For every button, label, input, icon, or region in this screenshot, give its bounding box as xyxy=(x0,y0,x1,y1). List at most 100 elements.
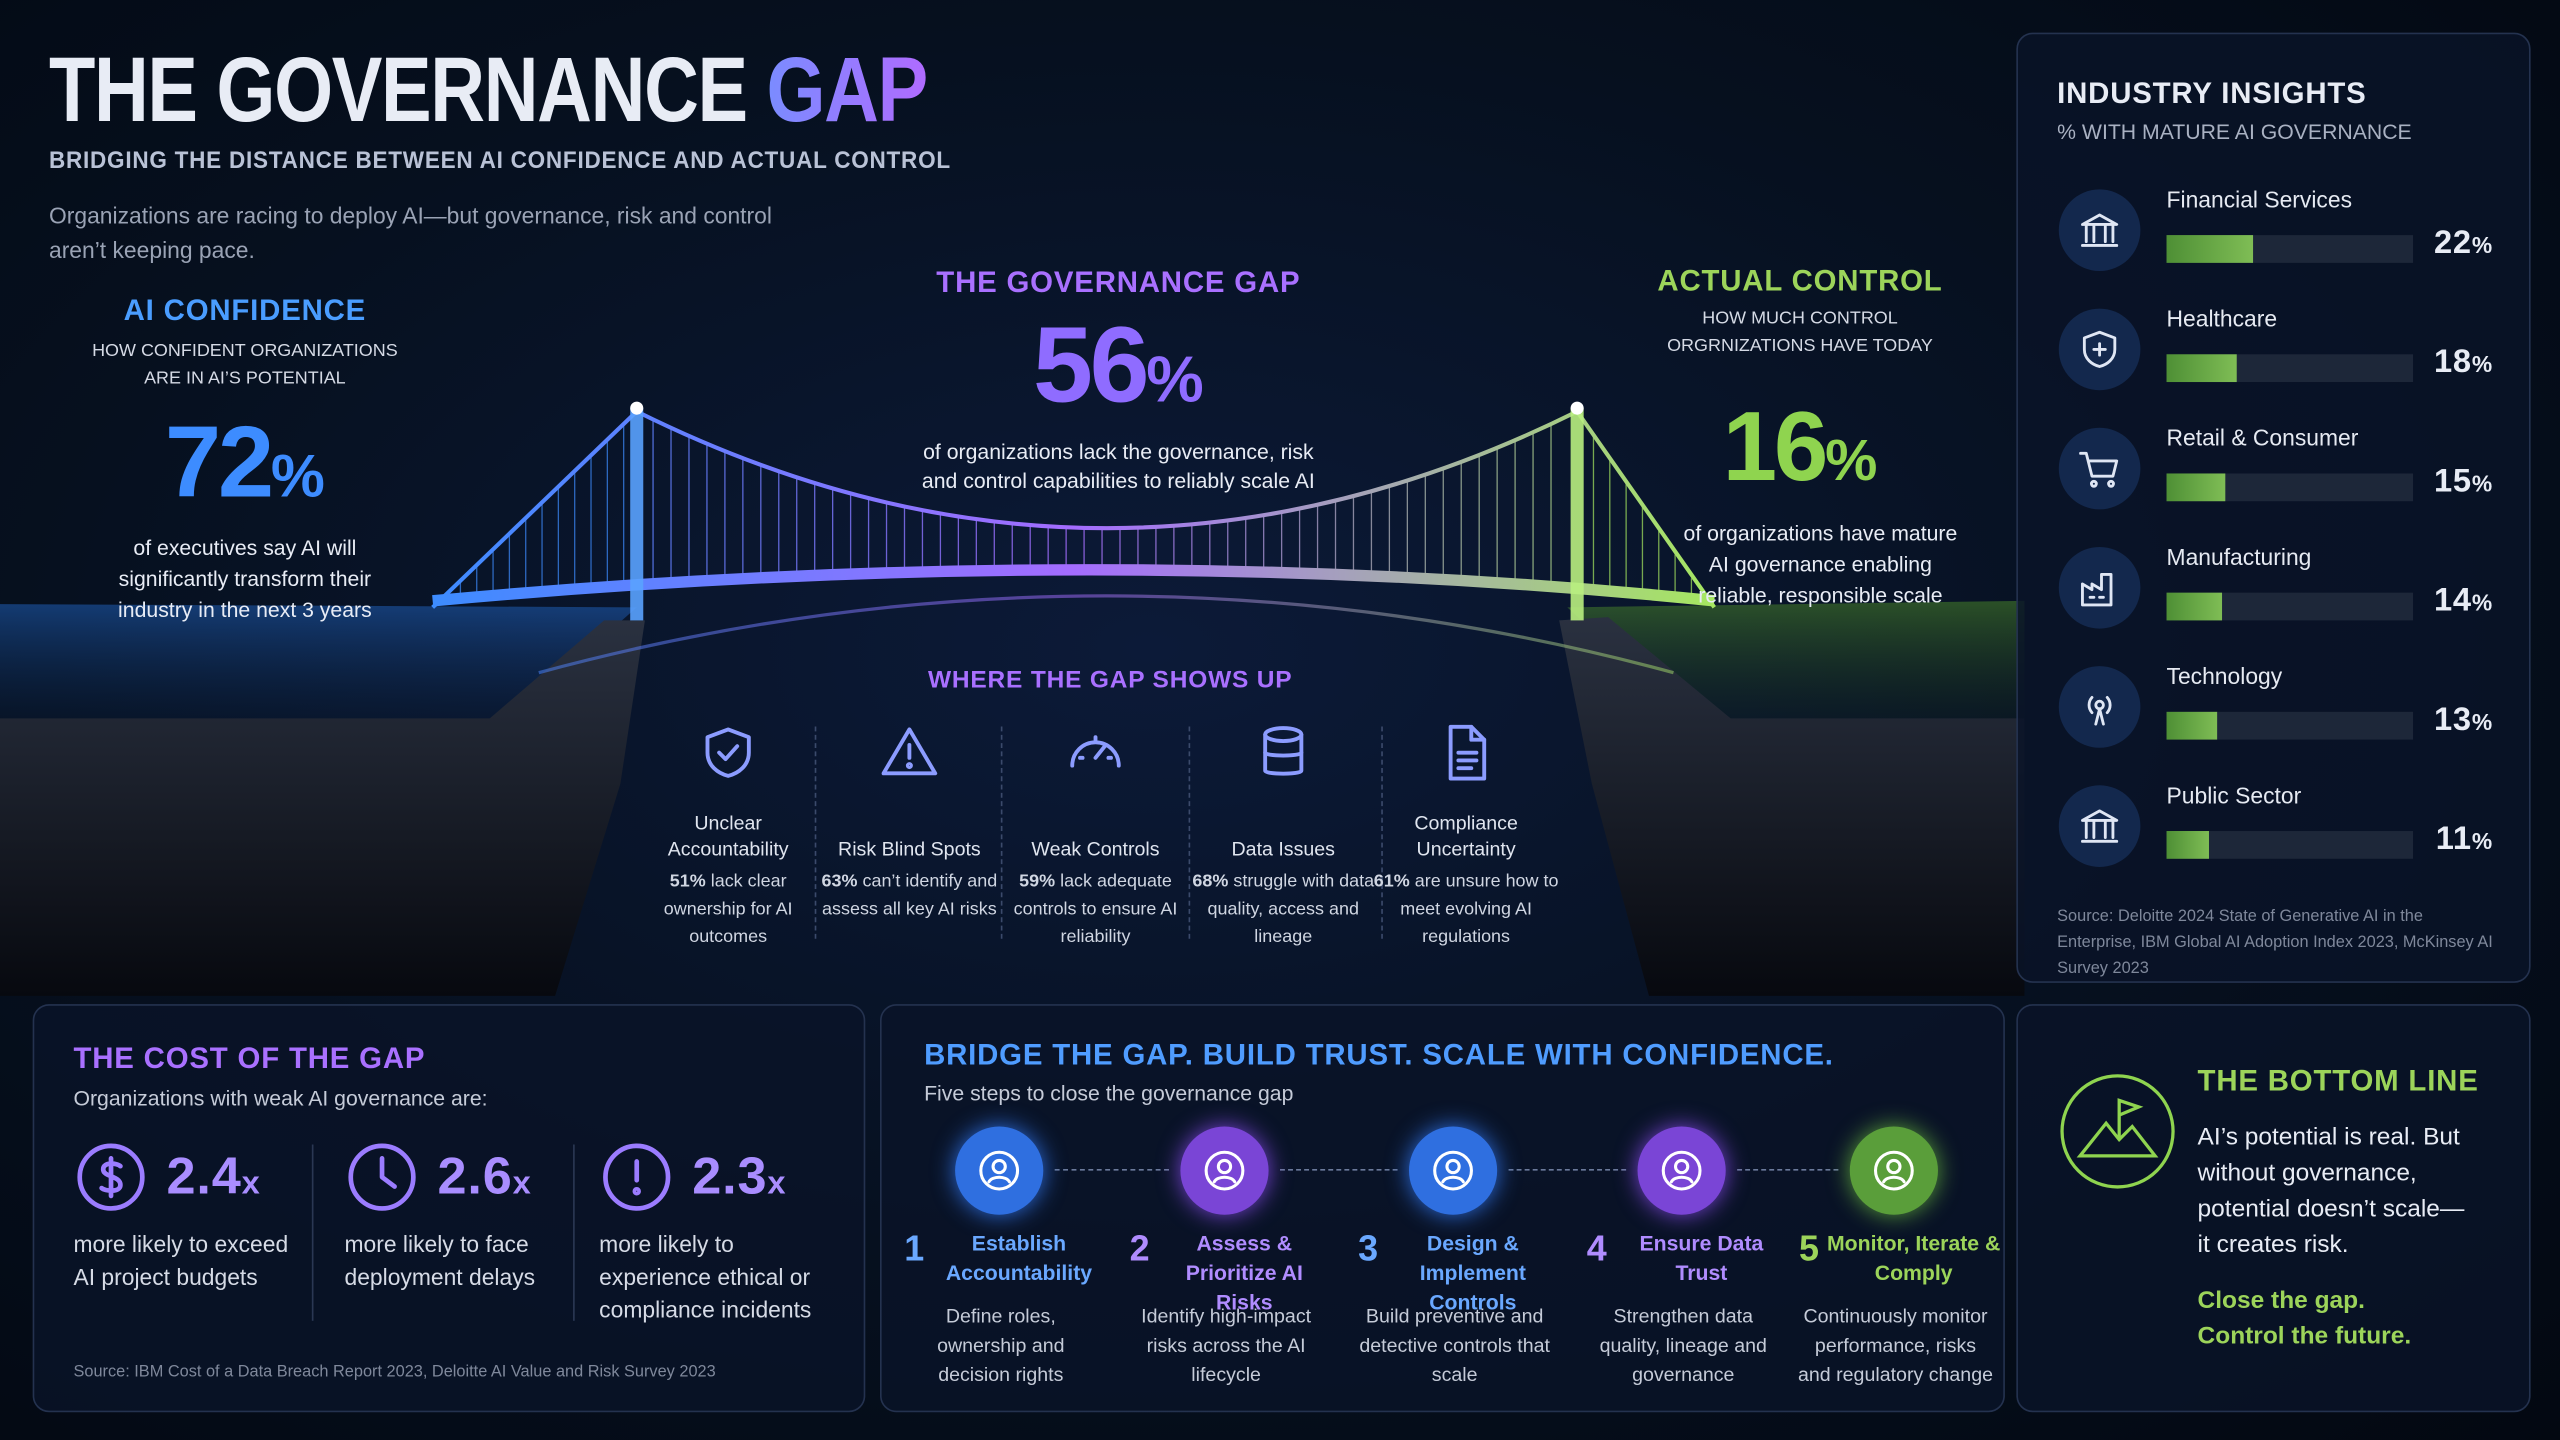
step-title: Ensure Data Trust xyxy=(1639,1231,1764,1285)
industry-value: 13% xyxy=(2426,702,2493,740)
industry-title: INDUSTRY INSIGHTS xyxy=(2057,76,2367,110)
industry-value: 11% xyxy=(2426,821,2493,859)
confidence-block: AI CONFIDENCE HOW CONFIDENT ORGANIZATION… xyxy=(82,294,409,625)
value-number: 13 xyxy=(2433,702,2472,738)
intro: Organizations are racing to deploy AI—bu… xyxy=(48,202,772,263)
industry-bar xyxy=(2166,354,2238,383)
stat-unit: % xyxy=(270,440,325,510)
step-text: Define roles, ownership and decision rig… xyxy=(937,1304,1065,1387)
cost-unit: x xyxy=(767,1165,787,1202)
industry-value: 15% xyxy=(2426,464,2493,502)
connector xyxy=(1280,1168,1398,1171)
step-icon xyxy=(1849,1126,1938,1215)
gap-stat-text: 68% struggle with data quality, access a… xyxy=(1189,869,1378,952)
control-subtitle: HOW MUCH CONTROL ORGRNIZATIONS HAVE TODA… xyxy=(1667,308,1933,356)
bottom-text: AI’s potential is real. But without gove… xyxy=(2197,1123,2465,1259)
gap-icon xyxy=(1371,722,1560,794)
arch xyxy=(538,594,1674,675)
tower-light xyxy=(1570,401,1584,415)
gap-icon xyxy=(1189,722,1378,794)
stat-number: 56 xyxy=(1032,303,1150,425)
industry-name: Technology xyxy=(2166,662,2283,689)
bottom-title: THE BOTTOM LINE xyxy=(2197,1064,2479,1098)
gap-text: lack clear ownership for AI outcomes xyxy=(663,871,793,947)
title-accent: GAP xyxy=(766,37,929,141)
cost-icon xyxy=(599,1140,674,1223)
value-number: 22 xyxy=(2433,225,2472,262)
connector xyxy=(1737,1168,1839,1171)
gap-text: are unsure how to meet evolving AI regul… xyxy=(1400,871,1559,947)
cost-subtitle: Organizations with weak AI governance ar… xyxy=(73,1085,488,1111)
gap-block: THE GOVERNANCE GAP 56% of organizations … xyxy=(914,266,1322,496)
gap-label: Data Issues xyxy=(1231,837,1335,861)
separator xyxy=(311,1144,314,1321)
step-heading: 5 Monitor, Iterate & Comply xyxy=(1796,1229,2005,1288)
gap-stat: 51% xyxy=(669,871,706,892)
separator xyxy=(814,726,817,939)
main-title: THE GOVERNANCE GAP xyxy=(49,36,929,142)
stat-number: 16 xyxy=(1722,391,1829,502)
bridge xyxy=(431,401,1716,675)
cost-stat: 2.6x xyxy=(438,1146,532,1206)
gap-stat: 59% xyxy=(1019,871,1056,892)
industry-value: 18% xyxy=(2426,344,2493,382)
separator xyxy=(1381,726,1383,939)
mountain-icon xyxy=(2060,1074,2175,1189)
control-stat: 16% xyxy=(1633,393,1968,514)
industry-name: Public Sector xyxy=(2166,782,2302,809)
gap-text: struggle with data quality, access and l… xyxy=(1207,871,1375,947)
cost-title: THE COST OF THE GAP xyxy=(73,1041,426,1075)
industry-value: 14% xyxy=(2426,583,2493,621)
cost-stat: 2.3x xyxy=(692,1146,786,1206)
control-title: ACTUAL CONTROL xyxy=(1657,264,1943,298)
stat-unit: % xyxy=(1146,344,1204,417)
industry-icon xyxy=(2058,785,2141,867)
gap-title: THE GOVERNANCE GAP xyxy=(936,266,1301,299)
industry-icon xyxy=(2058,427,2141,510)
industry-bar xyxy=(2166,235,2253,263)
gap-stat-text: 61% are unsure how to meet evolving AI r… xyxy=(1371,869,1560,952)
gap-icon xyxy=(1001,722,1190,794)
gap-stat-text: 51% lack clear ownership for AI outcomes xyxy=(633,869,822,952)
confidence-title: AI CONFIDENCE xyxy=(123,293,367,327)
industry-bar xyxy=(2166,592,2222,621)
step-text: Identify high-impact risks across the AI… xyxy=(1141,1304,1312,1387)
gap-stat: 56% xyxy=(914,307,1322,438)
main-cable xyxy=(431,408,1716,609)
cost-stat: 2.4x xyxy=(167,1146,261,1206)
tower xyxy=(1570,408,1584,621)
industry-panel: INDUSTRY INSIGHTS % WITH MATURE AI GOVER… xyxy=(2016,32,2531,983)
step-heading: 4 Ensure Data Trust xyxy=(1584,1229,1793,1288)
value-unit: % xyxy=(2471,827,2494,854)
gap-label: Compliance Uncertainty xyxy=(1414,811,1518,861)
cost-icon xyxy=(344,1140,419,1223)
step-text: Strengthen data quality, lineage and gov… xyxy=(1599,1304,1767,1387)
step-number: 1 xyxy=(904,1227,925,1269)
step-number: 4 xyxy=(1586,1227,1607,1269)
step-text: Continuously monitor performance, risks … xyxy=(1798,1304,1993,1387)
gap-stat: 63% xyxy=(821,871,858,892)
steps-panel: BRIDGE THE GAP. BUILD TRUST. SCALE WITH … xyxy=(879,1004,2005,1413)
control-block: ACTUAL CONTROL HOW MUCH CONTROL ORGRNIZA… xyxy=(1633,264,1968,610)
step-number: 2 xyxy=(1129,1227,1150,1269)
industry-value: 22% xyxy=(2426,225,2493,263)
industry-icon xyxy=(2058,189,2141,272)
cost-panel: THE COST OF THE GAP Organizations with w… xyxy=(32,1004,866,1413)
connector xyxy=(1508,1168,1627,1171)
step-icon xyxy=(955,1126,1044,1215)
separator xyxy=(1188,726,1191,939)
step-heading: 2 Assess & Prioritize AI Risks xyxy=(1127,1229,1336,1317)
left-cliff xyxy=(0,620,645,996)
subtitle: BRIDGING THE DISTANCE BETWEEN AI CONFIDE… xyxy=(48,146,951,175)
gap-text: of organizations lack the governance, ri… xyxy=(921,439,1315,494)
confidence-subtitle: HOW CONFIDENT ORGANIZATIONS ARE IN AI’S … xyxy=(92,341,398,389)
steps-subtitle: Five steps to close the governance gap xyxy=(924,1080,1294,1106)
control-text: of organizations have mature AI governan… xyxy=(1683,520,1958,608)
stat-unit: % xyxy=(1825,426,1878,494)
industry-name: Manufacturing xyxy=(2166,543,2312,570)
bottom-cta: Close the gap. Control the future. xyxy=(2197,1286,2412,1351)
gap-item: Compliance Uncertainty 61% are unsure how… xyxy=(1371,722,1560,952)
gap-label: Weak Controls xyxy=(1031,837,1160,861)
